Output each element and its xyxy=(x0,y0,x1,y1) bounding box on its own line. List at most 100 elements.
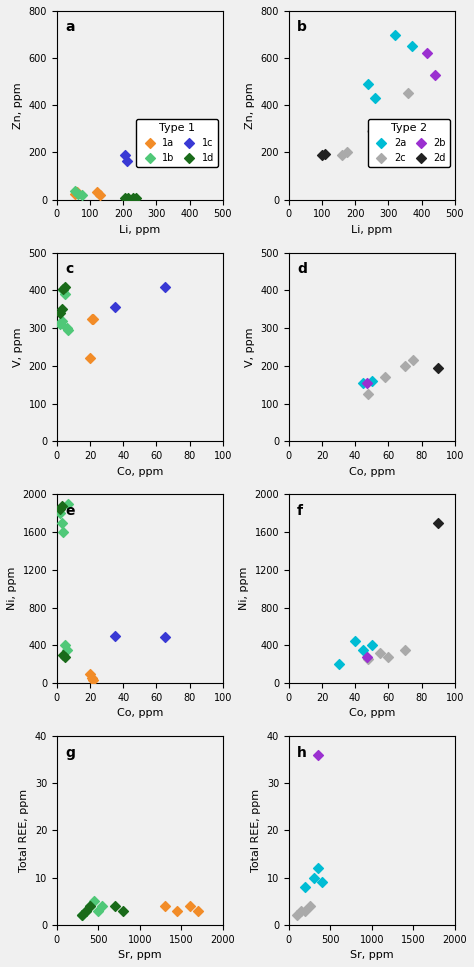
Point xyxy=(91,894,98,909)
Point xyxy=(194,903,201,919)
Point xyxy=(161,279,168,295)
Text: b: b xyxy=(297,20,307,35)
Point xyxy=(371,91,379,106)
Point xyxy=(61,637,69,653)
Point xyxy=(368,637,375,653)
Point xyxy=(410,352,417,367)
Point xyxy=(404,86,412,102)
Text: d: d xyxy=(297,262,307,277)
Point xyxy=(71,184,79,199)
X-axis label: Sr, ppm: Sr, ppm xyxy=(350,950,393,960)
Point xyxy=(90,311,97,327)
Point xyxy=(161,898,168,914)
Point xyxy=(301,903,309,919)
X-axis label: Co, ppm: Co, ppm xyxy=(117,708,163,718)
Point xyxy=(119,903,127,919)
Y-axis label: Ni, ppm: Ni, ppm xyxy=(239,567,249,610)
Point xyxy=(63,320,71,336)
Point xyxy=(434,515,442,531)
X-axis label: Sr, ppm: Sr, ppm xyxy=(118,950,162,960)
Point xyxy=(111,898,118,914)
Point xyxy=(78,187,85,202)
Point xyxy=(408,39,415,54)
Text: a: a xyxy=(65,20,74,35)
Point xyxy=(368,373,375,389)
Point xyxy=(431,67,438,82)
X-axis label: Li, ppm: Li, ppm xyxy=(119,224,160,235)
Point xyxy=(401,358,409,373)
Point xyxy=(338,147,346,162)
Point xyxy=(90,672,97,688)
Point xyxy=(306,898,313,914)
Y-axis label: V, ppm: V, ppm xyxy=(245,327,255,366)
Y-axis label: Total REE, ppm: Total REE, ppm xyxy=(19,789,29,872)
Point xyxy=(133,190,140,206)
Point xyxy=(434,360,442,375)
Point xyxy=(384,649,392,664)
Point xyxy=(94,903,102,919)
Point xyxy=(78,908,85,923)
X-axis label: Li, ppm: Li, ppm xyxy=(351,224,392,235)
Point xyxy=(365,387,372,402)
Point xyxy=(368,124,375,139)
Point xyxy=(60,282,67,298)
Point xyxy=(88,670,95,686)
Point xyxy=(129,190,137,206)
Legend: 2a, 2c, 2b, 2d: 2a, 2c, 2b, 2d xyxy=(368,119,450,166)
Point xyxy=(86,898,94,914)
Point xyxy=(360,375,367,391)
Y-axis label: Total REE, ppm: Total REE, ppm xyxy=(251,789,261,872)
Y-axis label: Ni, ppm: Ni, ppm xyxy=(7,567,17,610)
X-axis label: Co, ppm: Co, ppm xyxy=(348,708,395,718)
Point xyxy=(376,645,384,660)
X-axis label: Co, ppm: Co, ppm xyxy=(117,466,163,477)
Y-axis label: V, ppm: V, ppm xyxy=(13,327,23,366)
Point xyxy=(173,903,181,919)
Point xyxy=(298,903,305,919)
Point xyxy=(111,300,118,315)
Y-axis label: Zn, ppm: Zn, ppm xyxy=(245,82,255,129)
Point xyxy=(381,369,389,385)
Point xyxy=(58,302,65,317)
Point xyxy=(63,642,71,658)
Point xyxy=(121,147,128,162)
Point xyxy=(391,27,399,43)
Point xyxy=(86,666,94,682)
Point xyxy=(60,647,67,662)
Text: c: c xyxy=(65,262,73,277)
Point xyxy=(61,286,69,302)
Point xyxy=(318,874,326,890)
Point xyxy=(82,903,90,919)
Point xyxy=(56,306,64,321)
Point xyxy=(161,630,168,645)
Point xyxy=(401,642,409,658)
Point xyxy=(123,153,130,168)
Point xyxy=(365,652,372,667)
Point xyxy=(321,146,329,161)
Point xyxy=(56,506,64,521)
Point xyxy=(310,870,318,886)
X-axis label: Co, ppm: Co, ppm xyxy=(348,466,395,477)
Point xyxy=(423,45,430,61)
Point xyxy=(371,132,379,148)
Point xyxy=(88,311,95,327)
Point xyxy=(363,375,371,391)
Point xyxy=(64,496,72,512)
Point xyxy=(86,898,94,914)
Point xyxy=(124,190,132,205)
Point xyxy=(318,147,326,162)
Point xyxy=(56,316,64,332)
Point xyxy=(314,861,322,876)
Text: g: g xyxy=(65,746,75,760)
Point xyxy=(186,898,193,914)
Point xyxy=(64,322,72,337)
Point xyxy=(74,186,82,201)
Point xyxy=(360,642,367,658)
Point xyxy=(351,632,359,648)
Point xyxy=(60,524,67,540)
Point xyxy=(93,185,100,200)
Point xyxy=(96,187,104,202)
Point xyxy=(86,351,94,366)
Point xyxy=(60,280,67,296)
Text: h: h xyxy=(297,746,307,760)
